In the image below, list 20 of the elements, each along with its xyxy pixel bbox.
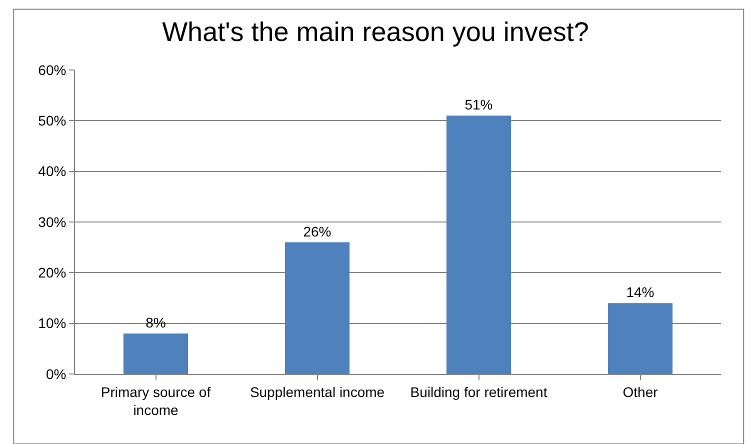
data-label: 8% (146, 314, 166, 330)
bar (446, 116, 512, 374)
x-tick-label: Primary source of income (100, 384, 211, 418)
bar (123, 333, 188, 374)
bar (608, 303, 673, 374)
x-tick-label: Other (622, 384, 658, 400)
y-tick-label: 0% (46, 366, 66, 382)
y-tick-label: 40% (38, 163, 66, 180)
y-tick-label: 60% (38, 62, 66, 78)
chart-title: What's the main reason you invest? (162, 17, 589, 48)
x-tick-label: Building for retirement (410, 384, 548, 400)
data-label: 51% (464, 96, 493, 113)
y-tick-label: 20% (38, 264, 66, 281)
bar (284, 242, 350, 374)
data-label: 26% (303, 223, 332, 240)
y-tick-label: 50% (38, 112, 66, 129)
y-tick-label: 30% (38, 214, 66, 230)
y-tick-label: 10% (38, 315, 66, 332)
x-tick-label: Supplemental income (250, 384, 385, 400)
data-label: 14% (626, 284, 654, 300)
